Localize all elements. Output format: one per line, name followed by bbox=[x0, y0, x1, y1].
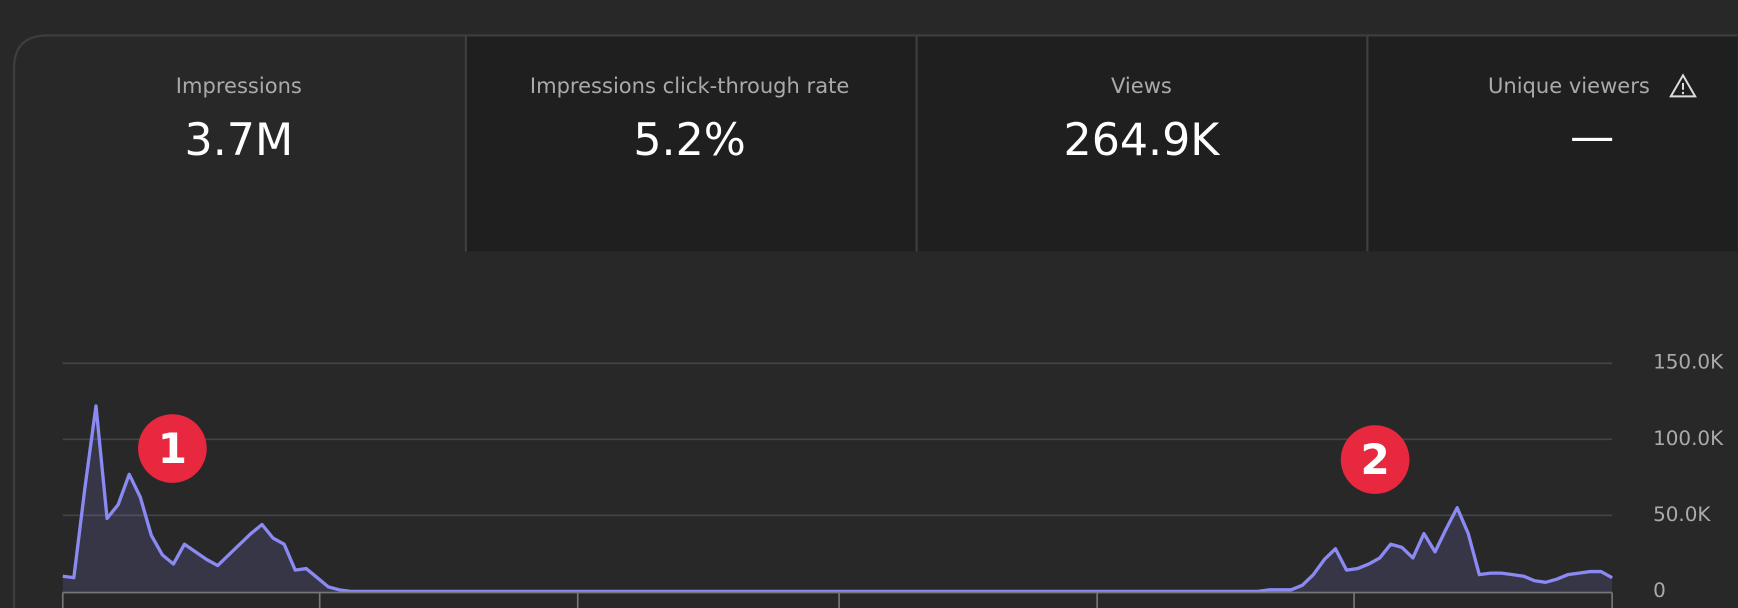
card-background bbox=[465, 36, 1738, 252]
metric-label: Impressions bbox=[176, 73, 302, 98]
y-tick-label: 100.0K bbox=[1653, 427, 1724, 450]
annotation-badge bbox=[1340, 425, 1410, 494]
y-tick-label: 50.0K bbox=[1653, 503, 1711, 526]
metric-card[interactable]: Views 264.9K bbox=[1064, 73, 1221, 166]
metric-value: 5.2% bbox=[633, 115, 746, 166]
annotation: 2 bbox=[1360, 435, 1389, 484]
metric-label: Views bbox=[1111, 73, 1172, 98]
line bbox=[62, 404, 1613, 594]
metric-value: 264.9K bbox=[1064, 115, 1221, 166]
metric-label: Unique viewers bbox=[1488, 73, 1650, 98]
y-tick-label: 0 bbox=[1653, 579, 1666, 602]
annotation: 1 bbox=[158, 424, 187, 473]
metric-card[interactable]: Impressions 3.7M bbox=[176, 73, 302, 166]
metric-card[interactable]: Unique viewers — bbox=[1488, 73, 1697, 163]
metric-label: Impressions click-through rate bbox=[530, 73, 849, 98]
metric-value: — bbox=[1570, 112, 1614, 163]
area bbox=[62, 405, 1613, 592]
metric-value: 3.7M bbox=[185, 115, 294, 166]
panel-border bbox=[12, 34, 1738, 608]
x-axis-ticks bbox=[61, 592, 1613, 608]
annotation-badge bbox=[138, 414, 207, 483]
metric-card[interactable]: Impressions click-through rate 5.2% bbox=[530, 73, 849, 166]
warning-icon bbox=[1669, 73, 1697, 98]
y-tick-label: 150.0K bbox=[1653, 351, 1724, 374]
